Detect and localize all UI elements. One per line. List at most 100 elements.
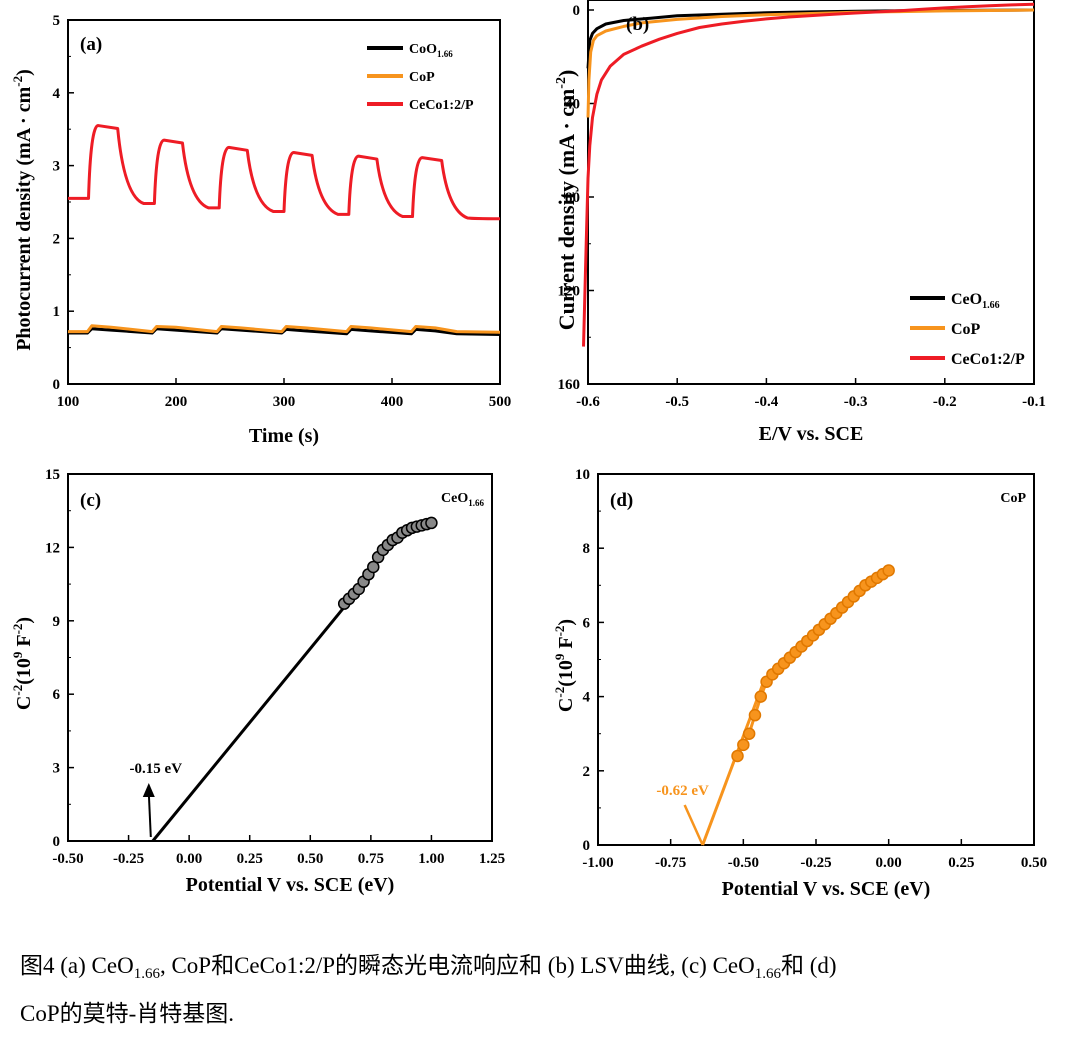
data-point bbox=[748, 708, 762, 722]
y-axis-label: Current density (mA · cm-2) bbox=[554, 70, 579, 331]
caption-line-1: 图4 (a) CeO1.66, CoP和CeCo1:2/P的瞬态光电流响应和 (… bbox=[20, 942, 1070, 990]
series-line-0 bbox=[586, 8, 1035, 69]
y-tick-label: 3 bbox=[53, 159, 61, 175]
caption-text: , CoP和CeCo1:2/P的瞬态光电流响应和 (b) LSV曲线, (c) … bbox=[159, 953, 755, 978]
x-tick-label: -0.3 bbox=[844, 394, 868, 410]
data-point bbox=[737, 738, 750, 752]
x-tick-label: -0.6 bbox=[576, 394, 600, 410]
x-tick-label: 0.00 bbox=[876, 855, 902, 871]
panel-label: (b) bbox=[626, 14, 649, 35]
panel-c: -0.50 -0.25 0.00 0.25 0.50 0.75 1.00 1.25 0 3 6 9 12… bbox=[10, 467, 505, 896]
y-tick-label: 160 bbox=[558, 377, 581, 393]
x-tick-label: -0.50 bbox=[52, 851, 83, 867]
y-axis-label: C-2(109 F-2) bbox=[552, 619, 577, 712]
y-tick-label: 2 bbox=[583, 764, 591, 780]
y-tick-label: 4 bbox=[583, 690, 591, 706]
data-point bbox=[742, 727, 756, 740]
sample-label: CoP bbox=[1000, 491, 1026, 506]
x-tick-label: -0.1 bbox=[1022, 394, 1046, 410]
x-tick-label: 1.25 bbox=[479, 851, 505, 867]
figure-caption: 图4 (a) CeO1.66, CoP和CeCo1:2/P的瞬态光电流响应和 (… bbox=[20, 942, 1070, 1038]
x-tick-label: 0.25 bbox=[948, 855, 974, 871]
series-line-2 bbox=[582, 2, 1035, 347]
data-point bbox=[882, 564, 895, 577]
caption-line-2: CoP的莫特-肖特基图. bbox=[20, 1001, 235, 1026]
annotation-arrowhead bbox=[142, 783, 155, 797]
y-tick-label: 5 bbox=[53, 13, 61, 29]
legend-label: CoP bbox=[409, 70, 435, 85]
caption-text: 图4 (a) CeO bbox=[20, 953, 134, 978]
x-tick-label: 0.00 bbox=[176, 851, 202, 867]
x-tick-label: -0.5 bbox=[665, 394, 689, 410]
x-tick-label: 100 bbox=[57, 394, 80, 410]
panel-label: (c) bbox=[80, 490, 101, 511]
y-tick-label: 12 bbox=[45, 540, 60, 556]
x-tick-label: 0.25 bbox=[237, 851, 263, 867]
x-tick-label: -1.00 bbox=[582, 855, 613, 871]
series-line-cececo bbox=[68, 124, 501, 221]
panel-label: (a) bbox=[80, 34, 102, 55]
x-tick-label: 300 bbox=[273, 394, 296, 410]
x-tick-label: 0.75 bbox=[358, 851, 384, 867]
sample-label: CeO1.66 bbox=[441, 491, 484, 508]
y-tick-label: 10 bbox=[575, 467, 590, 483]
panel-label: (d) bbox=[610, 490, 633, 511]
data-point bbox=[425, 516, 438, 530]
y-tick-label: 3 bbox=[53, 761, 61, 777]
x-tick-label: 400 bbox=[381, 394, 404, 410]
y-tick-label: 6 bbox=[53, 687, 61, 703]
x-tick-label: -0.75 bbox=[655, 855, 686, 871]
caption-text: 和 (d) bbox=[781, 953, 837, 978]
legend-label: CoP bbox=[951, 321, 981, 338]
caption-subscript: 1.66 bbox=[133, 966, 160, 982]
series-line-1 bbox=[68, 324, 501, 334]
panel-d: -1.00 -0.75 -0.50 -0.25 0.00 0.25 0.50 0 2 4 6 8 10 (… bbox=[552, 467, 1047, 900]
y-tick-label: 6 bbox=[583, 615, 591, 631]
annotation-label: -0.62 eV bbox=[656, 783, 709, 799]
legend-label: CoO1.66 bbox=[409, 42, 453, 59]
y-tick-label: 4 bbox=[53, 86, 61, 102]
panel-a: 100 200 300 400 500 0 1 2 3 4 5 (a) CoO1.66 CoP CeCo1:… bbox=[10, 13, 511, 447]
x-tick-label: 200 bbox=[165, 394, 188, 410]
legend-label: CeO1.66 bbox=[951, 291, 1000, 311]
x-axis-label: Potential V vs. SCE (eV) bbox=[722, 878, 931, 900]
x-tick-label: -0.25 bbox=[800, 855, 831, 871]
x-tick-label: -0.2 bbox=[933, 394, 957, 410]
panel-b: -0.6 -0.5 -0.4 -0.3 -0.2 -0.1 0 40 80 120 160 (b) Ce… bbox=[554, 0, 1046, 445]
y-tick-label: 15 bbox=[45, 467, 60, 483]
annotation-label: -0.15 eV bbox=[130, 761, 183, 777]
series-line-1 bbox=[586, 8, 1035, 118]
y-tick-label: 0 bbox=[53, 834, 61, 850]
x-tick-label: 1.00 bbox=[418, 851, 444, 867]
fit-line bbox=[151, 600, 351, 842]
x-tick-label: -0.25 bbox=[113, 851, 144, 867]
legend-label: CeCo1:2/P bbox=[409, 98, 474, 113]
y-axis-label: Photocurrent density (mA · cm-2) bbox=[10, 69, 35, 351]
x-axis-label: Time (s) bbox=[249, 425, 319, 447]
fit-line bbox=[701, 681, 766, 846]
y-tick-label: 40 bbox=[565, 97, 580, 113]
y-axis-label: C-2(109 F-2) bbox=[10, 617, 35, 710]
x-tick-label: 0.50 bbox=[297, 851, 323, 867]
y-tick-label: 8 bbox=[583, 541, 591, 557]
y-tick-label: 0 bbox=[573, 3, 581, 19]
annotation-arrow bbox=[147, 792, 152, 838]
data-point bbox=[367, 560, 380, 574]
x-axis-label: E/V vs. SCE bbox=[759, 423, 864, 445]
y-tick-label: 2 bbox=[53, 231, 61, 247]
y-tick-label: 80 bbox=[565, 190, 580, 206]
caption-subscript: 1.66 bbox=[754, 966, 781, 982]
data-line bbox=[736, 569, 890, 757]
y-tick-label: 1 bbox=[53, 304, 61, 320]
y-tick-label: 120 bbox=[558, 284, 581, 300]
annotation-arrow bbox=[683, 804, 704, 846]
y-tick-label: 0 bbox=[583, 838, 591, 854]
x-axis-label: Potential V vs. SCE (eV) bbox=[186, 874, 395, 896]
y-tick-label: 0 bbox=[53, 377, 61, 393]
y-tick-label: 9 bbox=[53, 614, 61, 630]
x-tick-label: -0.4 bbox=[755, 394, 779, 410]
x-tick-label: -0.50 bbox=[728, 855, 759, 871]
x-tick-label: 0.50 bbox=[1021, 855, 1047, 871]
legend-label: CeCo1:2/P bbox=[951, 351, 1025, 368]
